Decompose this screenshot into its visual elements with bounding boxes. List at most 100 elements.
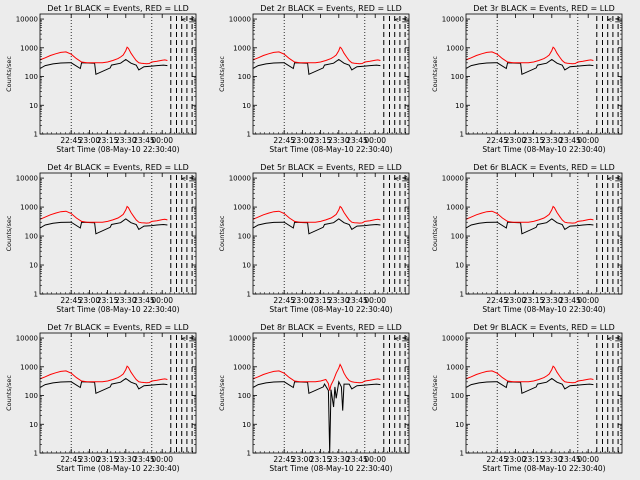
x-tick-label: 23:45 (559, 296, 581, 305)
y-tick-label: 1000 (20, 204, 38, 212)
x-tick-label: 23:45 (133, 296, 155, 305)
plot-frame (39, 332, 197, 454)
x-tick-label: 22:45 (60, 455, 82, 464)
panel-title: Det 9r BLACK = Events, RED = LLD (473, 323, 615, 332)
x-tick-label: 23:45 (133, 455, 155, 464)
panel-title: Det 6r BLACK = Events, RED = LLD (473, 163, 615, 172)
x-tick-label: 22:45 (60, 296, 82, 305)
y-tick-label: 1000 (233, 204, 251, 212)
y-tick-label: 10 (29, 262, 38, 270)
y-tick-label: 10000 (229, 335, 251, 343)
y-tick-label: 1 (34, 450, 38, 458)
panel-title: Det 8r BLACK = Events, RED = LLD (260, 323, 402, 332)
x-tick-label: 00:00 (151, 136, 173, 145)
plot-frame (252, 13, 410, 135)
x-tick-label: 00:00 (577, 296, 599, 305)
x-tick-label: 23:15 (310, 455, 332, 464)
series-line-lld (465, 46, 594, 65)
y-axis-label: Counts/sec (218, 56, 226, 92)
x-tick-label: 23:00 (79, 136, 101, 145)
x-tick-label: 23:00 (79, 296, 101, 305)
x-axis-label: Start Time (08-May-10 22:30:40) (56, 464, 179, 473)
x-tick-label: 23:30 (541, 455, 563, 464)
panel-det-5: Det 5r BLACK = Events, RED = LLD ⪪ ⪯ 1 10 10… (218, 163, 410, 314)
y-tick-label: 100 (25, 233, 38, 241)
y-tick-label: 10 (29, 421, 38, 429)
plot-frame (465, 172, 623, 295)
y-tick-label: 10 (242, 102, 251, 110)
y-tick-label: 100 (451, 233, 464, 241)
x-tick-label: 23:15 (523, 455, 545, 464)
x-tick-label: 22:45 (273, 455, 295, 464)
x-tick-label: 00:00 (364, 136, 386, 145)
x-tick-label: 00:00 (577, 136, 599, 145)
panel-det-7: Det 7r BLACK = Events, RED = LLD ⪪ ⪯ 1 10 10… (5, 323, 197, 473)
x-tick-label: 23:45 (346, 136, 368, 145)
series-line-lld (39, 205, 168, 224)
y-tick-label: 100 (25, 73, 38, 81)
y-tick-label: 1 (34, 291, 38, 299)
y-tick-label: 1000 (446, 204, 464, 212)
x-tick-label: 00:00 (577, 455, 599, 464)
y-axis-label: Counts/sec (5, 215, 13, 251)
y-tick-label: 10000 (442, 16, 464, 24)
x-tick-label: 23:00 (292, 455, 314, 464)
x-tick-label: 23:30 (328, 296, 350, 305)
y-tick-label: 10 (455, 421, 464, 429)
series-line-events (252, 58, 381, 76)
y-tick-label: 100 (238, 233, 251, 241)
plot-frame (252, 172, 410, 295)
panel-det-8: Det 8r BLACK = Events, RED = LLD ⪪ ⪯ 1 10 10… (218, 323, 410, 473)
y-axis-label: Counts/sec (218, 375, 226, 411)
y-axis-label: Counts/sec (218, 215, 226, 251)
x-tick-label: 23:15 (97, 136, 119, 145)
y-tick-label: 1000 (233, 363, 251, 371)
panel-title: Det 2r BLACK = Events, RED = LLD (260, 4, 402, 13)
x-tick-label: 22:45 (273, 296, 295, 305)
panel-title: Det 4r BLACK = Events, RED = LLD (47, 163, 189, 172)
x-tick-label: 23:30 (115, 296, 137, 305)
series-line-lld (39, 46, 168, 65)
y-tick-label: 1 (34, 131, 38, 139)
y-tick-label: 10 (455, 102, 464, 110)
x-tick-label: 22:45 (486, 455, 508, 464)
y-tick-label: 1 (247, 131, 251, 139)
x-tick-label: 23:15 (310, 136, 332, 145)
panel-title: Det 5r BLACK = Events, RED = LLD (260, 163, 402, 172)
panel-title: Det 1r BLACK = Events, RED = LLD (47, 4, 189, 13)
y-tick-label: 1 (460, 131, 464, 139)
corner-marks: ⪪ ⪯ (607, 334, 621, 343)
x-tick-label: 23:15 (523, 136, 545, 145)
plot-frame (252, 332, 410, 454)
series-line-events (465, 58, 594, 76)
x-tick-label: 22:45 (60, 136, 82, 145)
panel-det-6: Det 6r BLACK = Events, RED = LLD ⪪ ⪯ 1 10 10… (431, 163, 623, 314)
y-tick-label: 10 (242, 421, 251, 429)
y-tick-label: 1 (460, 291, 464, 299)
x-tick-label: 22:45 (273, 136, 295, 145)
x-axis-label: Start Time (08-May-10 22:30:40) (482, 305, 605, 314)
y-tick-label: 1000 (233, 44, 251, 52)
x-axis-label: Start Time (08-May-10 22:30:40) (482, 145, 605, 154)
corner-marks: ⪪ ⪯ (607, 174, 621, 183)
y-tick-label: 10000 (442, 175, 464, 183)
panel-title: Det 3r BLACK = Events, RED = LLD (473, 4, 615, 13)
corner-marks: ⪪ ⪯ (181, 174, 195, 183)
x-axis-label: Start Time (08-May-10 22:30:40) (56, 305, 179, 314)
x-tick-label: 23:30 (115, 136, 137, 145)
series-line-events (39, 377, 168, 395)
y-tick-label: 10000 (16, 175, 38, 183)
series-line-events (252, 218, 381, 235)
x-tick-label: 23:45 (346, 296, 368, 305)
y-tick-label: 1 (247, 450, 251, 458)
x-tick-label: 23:00 (505, 296, 527, 305)
corner-marks: ⪪ ⪯ (607, 15, 621, 24)
corner-marks: ⪪ ⪯ (181, 15, 195, 24)
y-tick-label: 100 (451, 392, 464, 400)
y-axis-label: Counts/sec (5, 375, 13, 411)
panel-det-4: Det 4r BLACK = Events, RED = LLD ⪪ ⪯ 1 10 10… (5, 163, 197, 314)
x-tick-label: 23:00 (292, 296, 314, 305)
x-tick-label: 23:30 (541, 136, 563, 145)
series-line-lld (39, 365, 168, 384)
x-axis-label: Start Time (08-May-10 22:30:40) (269, 305, 392, 314)
